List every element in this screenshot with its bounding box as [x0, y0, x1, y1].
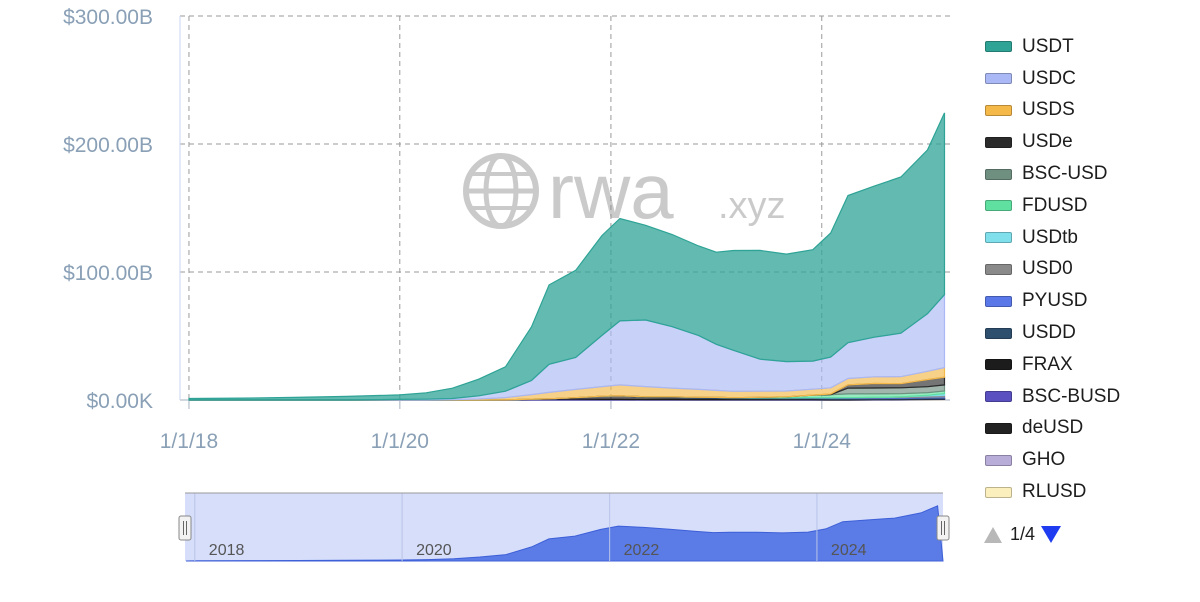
legend-swatch [985, 104, 1012, 116]
y-axis: $0.00K $100.00B $200.00B $300.00B [63, 6, 153, 413]
legend-item-usd0[interactable]: USD0 [985, 254, 1190, 286]
legend-label: FRAX [1022, 353, 1073, 375]
pager-label: 1/4 [1010, 524, 1036, 544]
x-tick-label: 1/1/18 [160, 430, 218, 453]
legend-swatch [985, 327, 1012, 339]
legend-swatch [985, 263, 1012, 275]
legend-swatch [985, 200, 1012, 212]
navigator-left-handle[interactable] [178, 515, 192, 541]
legend-swatch [985, 168, 1012, 180]
legend-swatch [985, 454, 1012, 466]
rwa-watermark: rwa .xyz [463, 147, 786, 235]
legend-swatch [985, 295, 1012, 307]
legend-item-bsc-busd[interactable]: BSC-BUSD [985, 381, 1190, 413]
globe-icon [463, 153, 539, 229]
legend-item-usde[interactable]: USDe [985, 126, 1190, 158]
navigator-year-label: 2018 [209, 542, 245, 559]
legend-label: USDS [1022, 99, 1075, 121]
x-axis: 1/1/18 1/1/20 1/1/22 1/1/24 [160, 400, 852, 453]
legend-pager: 1/4 [984, 524, 1062, 545]
legend-item-rlusd[interactable]: RLUSD [985, 476, 1190, 508]
chart-legend: USDT USDC USDS USDe BSC-USD FDUSD USDtb USD0 PYU… [985, 31, 1190, 508]
legend-label: deUSD [1022, 417, 1084, 439]
legend-item-gho[interactable]: GHO [985, 444, 1190, 476]
y-tick-label: $100.00B [63, 262, 153, 285]
x-tick-label: 1/1/24 [793, 430, 852, 453]
legend-item-fdusd[interactable]: FDUSD [985, 190, 1190, 222]
legend-swatch [985, 41, 1012, 53]
x-tick-label: 1/1/22 [582, 430, 640, 453]
pager-up-icon[interactable] [984, 526, 1002, 543]
legend-item-usdd[interactable]: USDD [985, 317, 1190, 349]
legend-swatch [985, 73, 1012, 85]
legend-item-usds[interactable]: USDS [985, 95, 1190, 127]
navigator-year-label: 2020 [416, 542, 452, 559]
stablecoin-chart: $0.00K$100.00B$200.00B$300.00B 1/1/18 1/1… [63, 6, 950, 562]
legend-item-deusd[interactable]: deUSD [985, 413, 1190, 445]
legend-item-usdc[interactable]: USDC [985, 63, 1190, 95]
legend-swatch [985, 359, 1012, 371]
y-tick-label: $200.00B [63, 134, 153, 157]
watermark-brand: rwa [548, 147, 674, 235]
watermark-domain: .xyz [718, 185, 786, 227]
legend-swatch [985, 422, 1012, 434]
legend-swatch [985, 486, 1012, 498]
legend-label: PYUSD [1022, 290, 1088, 312]
legend-item-bsc-usd[interactable]: BSC-USD [985, 158, 1190, 190]
x-tick-label: 1/1/20 [371, 430, 429, 453]
y-tick-label: $300.00B [63, 6, 153, 29]
navigator-right-handle[interactable] [936, 515, 950, 541]
legend-label: GHO [1022, 449, 1066, 471]
legend-label: USDT [1022, 35, 1074, 57]
range-navigator[interactable]: 2018 2020 2022 2024 [178, 492, 950, 562]
legend-label: USDe [1022, 131, 1073, 153]
navigator-year-label: 2024 [831, 542, 867, 559]
legend-swatch [985, 136, 1012, 148]
y-tick-label: $0.00K [86, 390, 153, 413]
legend-label: USDtb [1022, 226, 1078, 248]
legend-label: USDC [1022, 67, 1076, 89]
legend-label: USD0 [1022, 258, 1073, 280]
legend-item-usdt[interactable]: USDT [985, 31, 1190, 63]
stacked-areas [188, 112, 946, 401]
legend-label: BSC-USD [1022, 163, 1108, 185]
legend-label: RLUSD [1022, 481, 1087, 503]
legend-label: USDD [1022, 322, 1076, 344]
legend-item-pyusd[interactable]: PYUSD [985, 285, 1190, 317]
navigator-year-label: 2022 [624, 542, 660, 559]
legend-item-usdtb[interactable]: USDtb [985, 222, 1190, 254]
area-usdt [188, 112, 946, 401]
legend-swatch [985, 232, 1012, 244]
pager-down-icon[interactable] [1041, 526, 1062, 543]
legend-item-frax[interactable]: FRAX [985, 349, 1190, 381]
legend-swatch [985, 391, 1012, 403]
legend-label: FDUSD [1022, 194, 1088, 216]
legend-label: BSC-BUSD [1022, 385, 1121, 407]
